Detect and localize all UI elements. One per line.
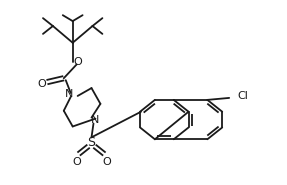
Text: N: N [65,89,73,99]
Text: S: S [88,136,96,149]
Text: O: O [38,79,46,89]
Text: O: O [72,157,81,167]
Text: O: O [102,157,111,167]
Text: N: N [91,115,100,125]
Text: Cl: Cl [238,91,249,101]
Text: O: O [73,58,82,68]
